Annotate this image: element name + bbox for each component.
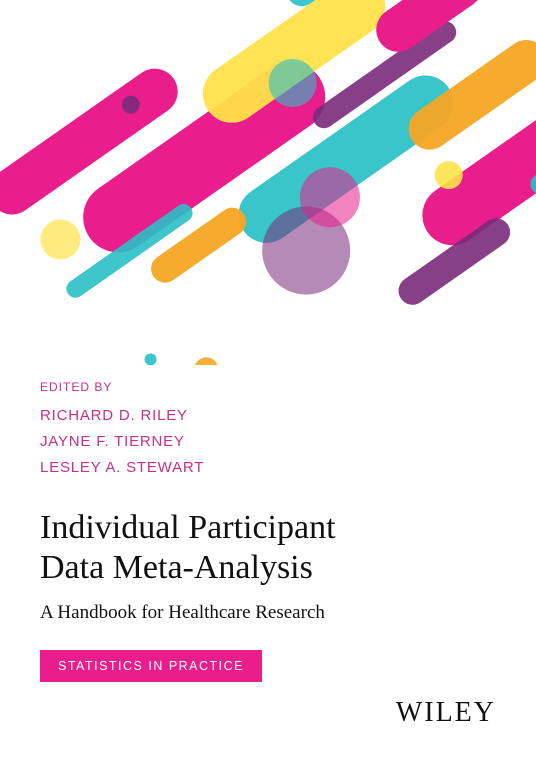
cover-artwork: [0, 0, 536, 365]
title-line: Data Meta-Analysis: [40, 549, 313, 586]
title-line: Individual Participant: [40, 509, 336, 546]
publisher-logo: WILEY: [396, 697, 496, 729]
edited-by-label: EDITED BY: [40, 380, 496, 394]
editor-name: JAYNE F. TIERNEY: [40, 430, 496, 454]
book-subtitle: A Handbook for Healthcare Research: [40, 602, 496, 624]
book-title: Individual Participant Data Meta-Analysi…: [40, 508, 496, 588]
editors-list: RICHARD D. RILEY JAYNE F. TIERNEY LESLEY…: [40, 404, 496, 480]
editor-name: LESLEY A. STEWART: [40, 456, 496, 480]
editor-name: RICHARD D. RILEY: [40, 404, 496, 428]
series-badge: STATISTICS IN PRACTICE: [40, 650, 262, 682]
book-cover: EDITED BY RICHARD D. RILEY JAYNE F. TIER…: [0, 0, 536, 757]
artwork-svg: [0, 0, 536, 365]
cover-text-block: EDITED BY RICHARD D. RILEY JAYNE F. TIER…: [40, 380, 496, 682]
